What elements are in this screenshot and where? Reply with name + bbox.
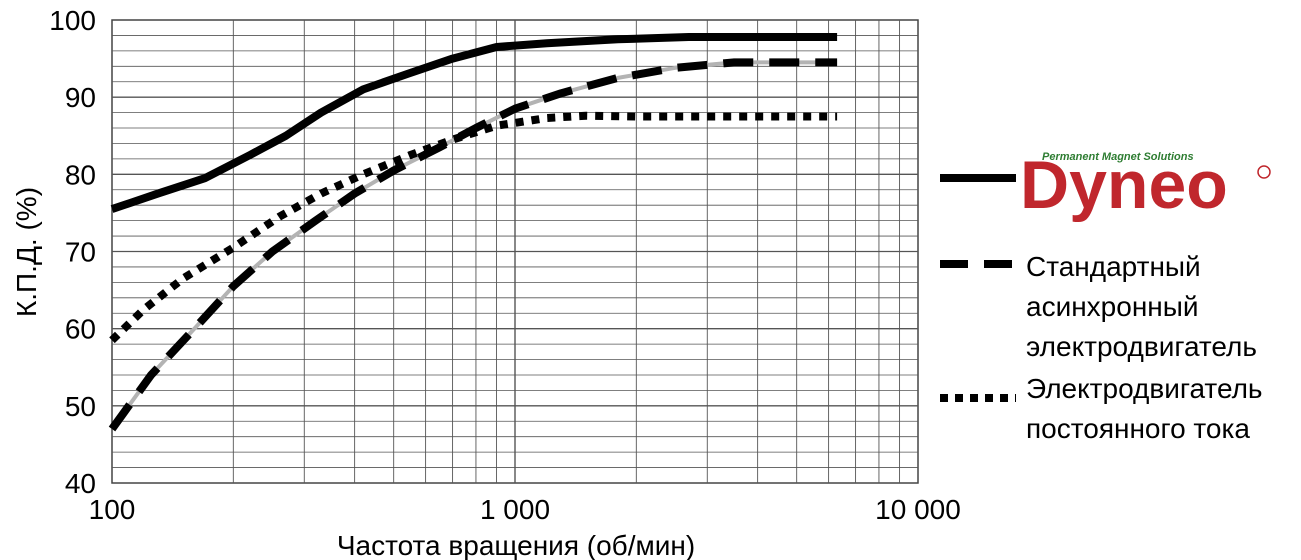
- legend-label-dc: Электродвигатель: [1026, 373, 1263, 404]
- y-tick-label: 60: [65, 314, 96, 345]
- logo-tagline: Permanent Magnet Solutions: [1042, 151, 1194, 163]
- y-tick-label: 90: [65, 82, 96, 113]
- x-axis-title: Частота вращения (об/мин): [337, 530, 695, 560]
- series-layer: [108, 33, 838, 432]
- series-line-2: [109, 111, 838, 344]
- grid: [111, 19, 919, 484]
- legend-label-standard: электродвигатель: [1026, 331, 1257, 362]
- x-tick-label: 10 000: [875, 494, 961, 525]
- y-axis-title: К.П.Д. (%): [11, 187, 42, 317]
- legend-label-standard: Стандартный: [1026, 251, 1201, 282]
- y-tick-label: 100: [49, 5, 96, 36]
- registered-mark-icon: [1257, 165, 1271, 179]
- axes: 40 50 60 70 80 90 100 100 1 000 10 000: [49, 5, 961, 525]
- legend-label-standard: асинхронный: [1026, 291, 1199, 322]
- y-tick-label: 50: [65, 391, 96, 422]
- series-line-1: [108, 58, 838, 432]
- x-tick-label: 100: [89, 494, 136, 525]
- y-tick-label: 40: [65, 468, 96, 499]
- x-tick-label: 1 000: [480, 494, 550, 525]
- legend: Permanent Magnet Solutions Dyneo Стандар…: [940, 147, 1271, 444]
- series-line-0: [110, 33, 838, 213]
- y-tick-label: 80: [65, 159, 96, 190]
- legend-label-dc: постоянного тока: [1026, 413, 1250, 444]
- dyneo-logo: Permanent Magnet Solutions Dyneo: [1020, 147, 1271, 223]
- y-tick-label: 70: [65, 237, 96, 268]
- logo-brand: Dyneo: [1020, 147, 1228, 223]
